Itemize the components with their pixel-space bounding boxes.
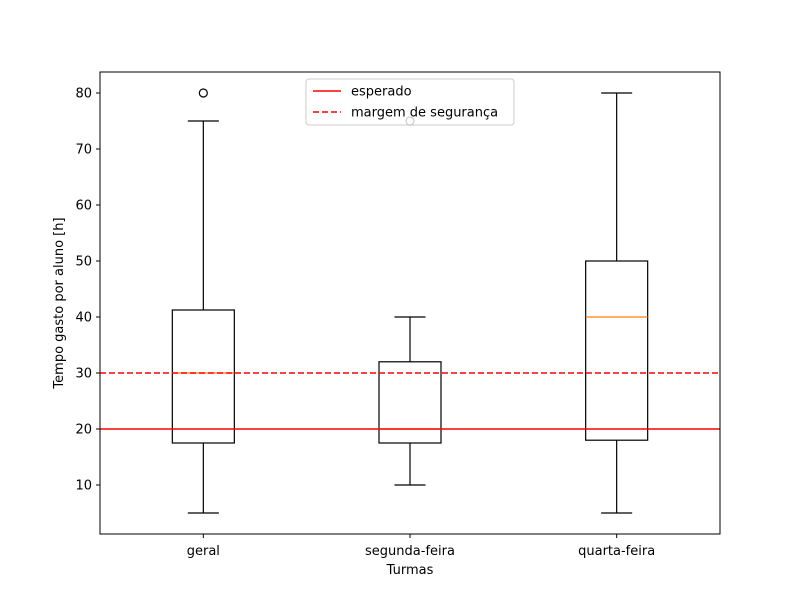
y-tick-label: 80 [75,87,92,102]
iqr-box [585,260,649,441]
iqr-box [378,361,442,444]
box-3 [585,92,649,514]
y-tick-label: 40 [75,311,92,326]
legend-box [305,78,515,126]
x-tick-label: quarta-feira [578,544,655,559]
x-tick-label: segunda-feira [365,544,455,559]
y-tick-label: 20 [75,423,92,438]
y-tick-label: 10 [75,479,92,494]
legend-label-2: margem de segurança [351,106,498,121]
outlier-point [198,88,208,98]
y-tick-label: 30 [75,367,92,382]
x-axis-label: Turmas [386,563,434,578]
plot-area: 10 20 30 40 50 60 70 80 geral segunda-feira quarta… [75,71,721,559]
x-tick-label: geral [187,544,220,559]
legend: esperado margem de segurança [305,78,515,126]
y-tick-label: 60 [75,199,92,214]
y-tick-label: 50 [75,255,92,270]
iqr-box [171,309,235,444]
y-tick-label: 70 [75,143,92,158]
y-axis-label: Tempo gasto por aluno [h] [52,217,67,389]
legend-label-1: esperado [351,85,412,100]
